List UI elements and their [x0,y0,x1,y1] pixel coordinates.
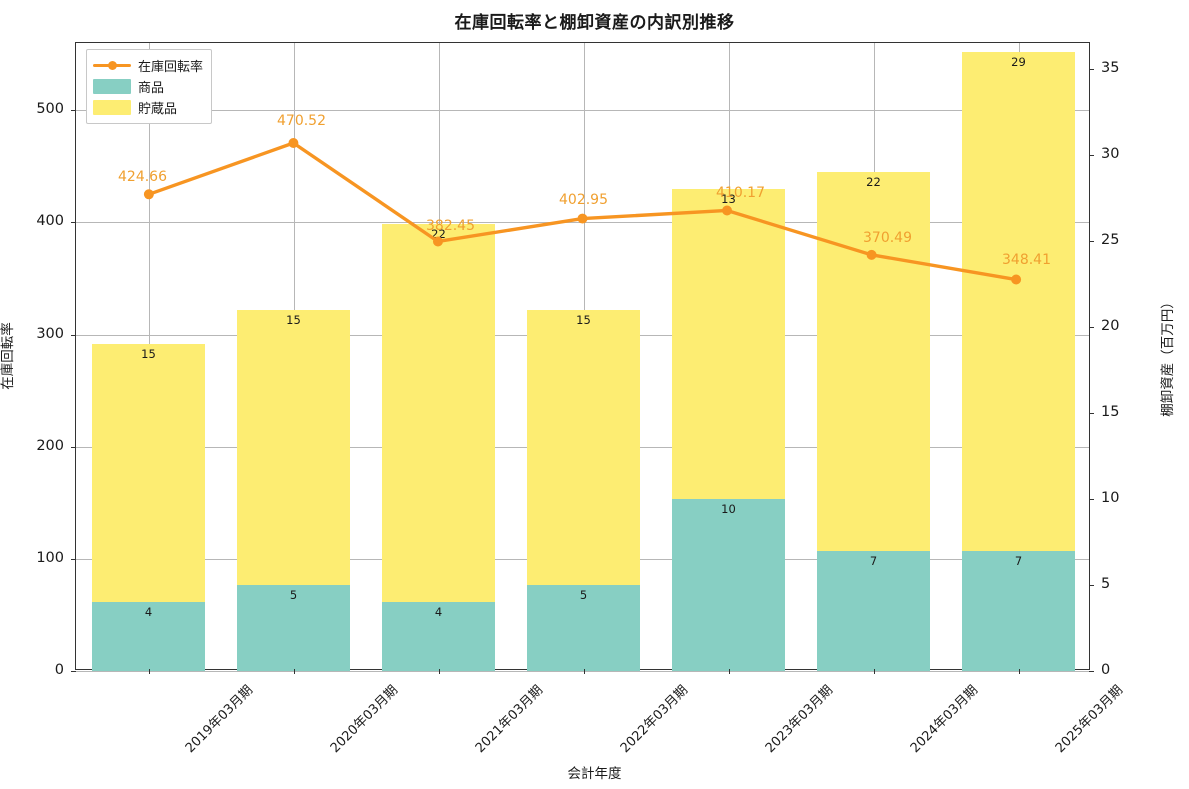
left-axis-tick-label: 100 [36,549,64,566]
bar-segment-chozohin[interactable]: 13 [671,189,786,499]
axis-tick [438,669,440,674]
axis-tick [1089,326,1094,328]
line-value-label: 402.95 [559,192,608,209]
line-value-label: 382.45 [426,218,475,235]
bar-segment-shohin[interactable]: 7 [961,550,1076,671]
x-axis-label: 会計年度 [567,766,622,782]
legend-item-bar[interactable]: 貯蔵品 [93,97,203,118]
axis-tick [1089,584,1094,586]
x-axis-tick-label: 2025年03月期 [1052,682,1126,757]
right-axis-tick-label: 20 [1101,317,1120,334]
axis-tick [873,669,875,674]
axis-tick [293,669,295,674]
legend-line-swatch-icon [93,58,131,73]
x-axis-tick-label: 2023年03月期 [762,682,836,757]
axis-tick [71,446,76,448]
x-axis-tick-label: 2019年03月期 [182,682,256,757]
axis-tick [1018,669,1020,674]
axis-tick [1089,671,1094,672]
axis-tick [148,669,150,674]
bar-segment-chozohin[interactable]: 15 [526,309,641,585]
bar-segment-label: 10 [721,501,736,516]
axis-tick [1089,240,1094,242]
bar-segment-label: 15 [141,347,156,362]
bar-segment-label: 15 [576,312,591,327]
right-axis-tick-label: 0 [1101,662,1111,678]
legend-color-swatch-icon [93,79,131,94]
line-value-label: 348.41 [1002,252,1051,269]
axis-tick [71,110,76,112]
bar-segment-shohin[interactable]: 5 [526,584,641,671]
legend-item-line[interactable]: 在庫回転率 [93,55,203,76]
bar-segment-label: 7 [1014,553,1023,568]
axis-tick [1089,154,1094,156]
bar-segment-shohin[interactable]: 4 [381,602,496,671]
bar-segment-label: 4 [144,605,153,620]
right-axis-tick-label: 35 [1101,59,1120,76]
axis-tick [1089,498,1094,500]
chart-title: 在庫回転率と棚卸資産の内訳別推移 [454,13,735,33]
legend-label: 商品 [138,81,165,96]
bar-segment-label: 4 [434,605,443,620]
gridline [76,671,1089,672]
axis-tick [71,558,76,560]
left-axis-tick-label: 200 [36,437,64,454]
legend-label: 在庫回転率 [138,60,204,75]
bar-segment-label: 5 [289,587,298,602]
bar-segment-label: 15 [286,312,301,327]
axis-tick [71,222,76,224]
axis-tick [728,669,730,674]
legend-label: 貯蔵品 [138,102,178,117]
plot-area: 4 15 5 15 4 22 5 15 10 13 7 22 7 29 424.66 470.52 382.4… [71,42,1094,674]
bar-segment-chozohin[interactable]: 15 [236,309,351,585]
line-value-label: 470.52 [277,113,326,130]
left-axis-tick-label: 0 [54,662,64,678]
axis-tick [583,669,585,674]
axis-tick [71,671,76,672]
line-value-label: 410.17 [716,185,765,202]
axis-tick [1089,412,1094,414]
bar-segment-shohin[interactable]: 4 [91,602,206,671]
y-axis-label-right: 棚卸資産（百万円） [1160,295,1176,417]
bar-segment-chozohin[interactable]: 15 [91,344,206,603]
left-axis-tick-label: 300 [36,325,64,342]
gridline [76,110,1089,112]
bar-segment-chozohin[interactable]: 22 [381,223,496,603]
legend-item-bar[interactable]: 商品 [93,76,203,97]
bar-segment-label: 7 [869,553,878,568]
bar-segment-label: 5 [579,587,588,602]
bar-segment-shohin[interactable]: 7 [816,550,931,671]
line-value-label: 370.49 [863,229,912,246]
x-axis-tick-label: 2024年03月期 [907,682,981,757]
right-axis-tick-label: 30 [1101,145,1120,162]
left-axis-tick-label: 400 [36,213,64,230]
bar-segment-shohin[interactable]: 5 [236,584,351,671]
x-axis-tick-label: 2021年03月期 [472,682,546,757]
left-axis-tick-label: 500 [36,101,64,118]
right-axis-tick-label: 10 [1101,489,1120,506]
line-value-label: 424.66 [118,168,167,185]
x-axis-tick-label: 2020年03月期 [327,682,401,757]
bar-segment-label: 22 [866,175,881,190]
axis-tick [71,334,76,336]
right-axis-tick-label: 25 [1101,231,1120,248]
chart-legend[interactable]: 在庫回転率商品貯蔵品 [86,49,213,124]
legend-color-swatch-icon [93,100,131,115]
bar-segment-label: 29 [1011,54,1026,69]
right-axis-tick-label: 15 [1101,403,1120,420]
x-axis-tick-label: 2022年03月期 [617,682,691,757]
bar-segment-chozohin[interactable]: 29 [961,51,1076,551]
gridline [76,222,1089,224]
axis-tick [1089,68,1094,70]
right-axis-tick-label: 5 [1101,575,1111,592]
bar-segment-shohin[interactable]: 10 [671,498,786,671]
